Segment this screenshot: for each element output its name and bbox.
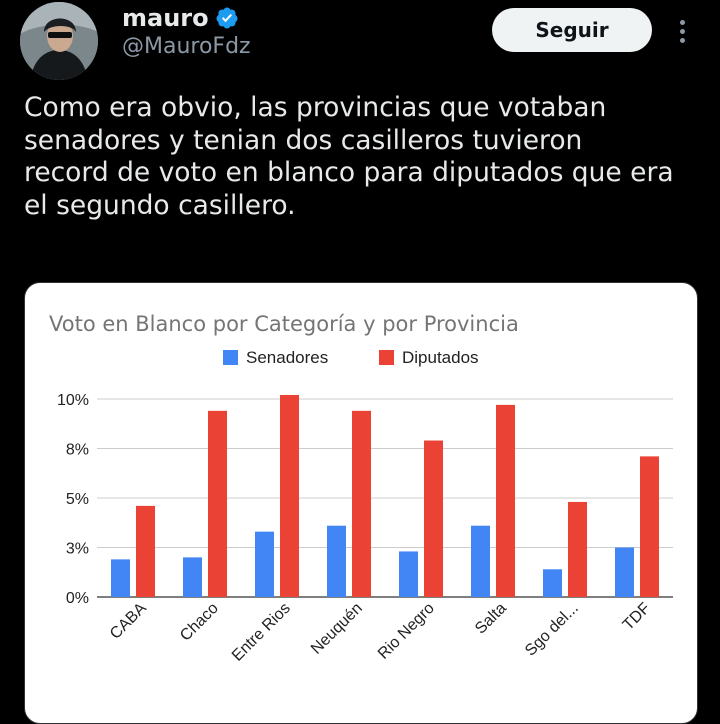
bar-senadores-rio-negro bbox=[399, 551, 418, 597]
legend-label-senadores: Senadores bbox=[246, 348, 328, 367]
bar-diputados-salta bbox=[496, 404, 515, 597]
more-dots-icon[interactable] bbox=[668, 14, 696, 48]
bar-diputados-neuqu-n bbox=[352, 410, 371, 597]
x-tick-label: Sgo del... bbox=[522, 600, 582, 660]
bar-senadores-caba bbox=[111, 559, 130, 597]
bar-diputados-caba bbox=[136, 505, 155, 597]
bar-senadores-chaco bbox=[183, 557, 202, 597]
bar-senadores-tdf bbox=[615, 547, 634, 597]
bar-chart: Voto en Blanco por Categoría y por Provi… bbox=[49, 312, 673, 665]
author-display-name[interactable]: mauro bbox=[122, 4, 209, 32]
chart-title: Voto en Blanco por Categoría y por Provi… bbox=[49, 312, 519, 336]
author-handle[interactable]: @MauroFdz bbox=[122, 34, 251, 59]
tweet-header: mauro @MauroFdz Seguir bbox=[0, 0, 720, 90]
avatar[interactable] bbox=[20, 2, 98, 80]
x-tick-label: Entre Rios bbox=[229, 600, 294, 665]
legend-swatch-diputados bbox=[379, 350, 394, 365]
bar-senadores-salta bbox=[471, 525, 490, 597]
verified-badge-icon bbox=[216, 7, 238, 29]
x-tick-label: Rio Negro bbox=[375, 600, 438, 663]
legend-swatch-senadores bbox=[223, 350, 238, 365]
author-name-row[interactable]: mauro bbox=[122, 4, 239, 32]
x-tick-label: Neuquén bbox=[308, 600, 366, 658]
bar-diputados-sgo-del- bbox=[568, 501, 587, 597]
bar-diputados-rio-negro bbox=[424, 440, 443, 597]
bar-senadores-sgo-del- bbox=[543, 569, 562, 597]
y-tick-label: 0% bbox=[66, 590, 89, 607]
bar-diputados-chaco bbox=[208, 410, 227, 597]
bar-senadores-entre-rios bbox=[255, 531, 274, 597]
x-tick-label: Chaco bbox=[177, 600, 222, 645]
bar-senadores-neuqu-n bbox=[327, 525, 346, 597]
x-tick-label: CABA bbox=[107, 600, 150, 643]
x-tick-label: TDF bbox=[620, 600, 654, 634]
bar-diputados-tdf bbox=[640, 456, 659, 597]
bar-diputados-entre-rios bbox=[280, 394, 299, 597]
y-tick-label: 3% bbox=[66, 540, 89, 557]
y-tick-label: 10% bbox=[57, 392, 89, 409]
x-tick-label: Salta bbox=[472, 600, 510, 638]
y-tick-label: 8% bbox=[66, 441, 89, 458]
follow-button[interactable]: Seguir bbox=[492, 8, 652, 52]
y-tick-label: 5% bbox=[66, 491, 89, 508]
tweet-media-chart[interactable]: Voto en Blanco por Categoría y por Provi… bbox=[24, 282, 698, 724]
tweet-text: Como era obvio, las provincias que votab… bbox=[24, 92, 674, 221]
legend-label-diputados: Diputados bbox=[402, 348, 479, 367]
